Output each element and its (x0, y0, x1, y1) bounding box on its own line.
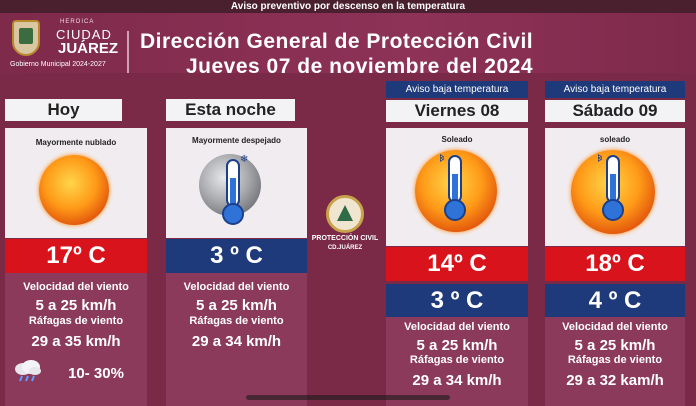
proteccion-civil-logo: PROTECCIÓN CIVIL CD.JUÁREZ (310, 195, 380, 257)
gust-label: Ráfagas de viento (409, 354, 505, 366)
wind-value: 5 a 25 km/h (416, 337, 498, 354)
day-panel: soleado ❄ (545, 128, 685, 246)
gust-value: 29 a 32 kam/h (566, 372, 664, 389)
sun-icon (39, 155, 109, 225)
day-panel: Mayormente nublado (5, 128, 147, 238)
condition-label: Soleado (441, 135, 473, 144)
tab-sabado: Sábado 09 (545, 100, 685, 122)
tab-hoy: Hoy (5, 99, 122, 121)
thermometer-icon: ❄ (218, 152, 248, 228)
gust-value: 29 a 34 km/h (191, 333, 282, 350)
wind-label: Velocidad del viento (404, 321, 510, 333)
pc-logo-line2: CD.JUÁREZ (327, 245, 363, 251)
rain-probability: 10- 30% (68, 365, 124, 382)
wind-info: Velocidad del viento 5 a 25 km/h Ráfagas… (386, 317, 528, 406)
night-panel: Mayormente despejado ❄ (166, 128, 307, 238)
wind-label: Velocidad del viento (562, 321, 668, 333)
proteccion-civil-badge-icon (326, 195, 364, 233)
logo-heroica: HEROICA (60, 19, 95, 25)
temperature-high: 14º C (386, 247, 528, 281)
svg-text:❄: ❄ (598, 152, 603, 165)
wind-info: Velocidad del viento 5 a 25 km/h Ráfagas… (545, 317, 685, 406)
logo-gobierno: Gobierno Municipal 2024-2027 (10, 61, 106, 68)
temperature-high: 18º C (545, 247, 685, 281)
svg-text:❄: ❄ (440, 152, 445, 165)
gust-label: Ráfagas de viento (189, 315, 284, 327)
wind-value: 5 a 25 km/h (196, 297, 277, 314)
wind-info: Velocidad del viento 5 a 25 km/h Ráfagas… (166, 273, 307, 406)
ciudad-juarez-logo: HEROICA CIUDAD JUÁREZ Gobierno Municipal… (6, 16, 126, 72)
logo-juarez: JUÁREZ (58, 40, 119, 57)
forecast-area: Hoy Mayormente nublado 17º C Velocidad d… (0, 73, 696, 406)
wind-label: Velocidad del viento (23, 281, 129, 293)
logo-ciudad: CIUDAD (56, 27, 112, 42)
pc-logo-line1: PROTECCIÓN CIVIL (311, 235, 379, 242)
wind-info: Velocidad del viento 5 a 25 km/h Ráfagas… (5, 273, 147, 406)
page-title: Dirección General de Protección Civil (140, 30, 534, 53)
aviso-badge: Aviso baja temperatura (386, 81, 528, 98)
tab-esta-noche: Esta noche (166, 99, 295, 121)
aviso-badge: Aviso baja temperatura (545, 81, 685, 98)
temperature-low: 3 º C (386, 284, 528, 317)
svg-text:❄: ❄ (240, 154, 248, 165)
thermometer-icon: ❄ (594, 148, 628, 224)
thermometer-icon: ❄ (436, 148, 470, 224)
header-divider (127, 31, 129, 79)
page-date: Jueves 07 de noviembre del 2024 (186, 55, 534, 78)
wind-value: 5 a 25 km/h (35, 297, 117, 314)
gust-label: Ráfagas de viento (567, 354, 663, 366)
scrollbar[interactable] (246, 395, 450, 400)
wind-label: Velocidad del viento (183, 281, 290, 293)
gust-label: Ráfagas de viento (28, 315, 124, 327)
condition-label: soleado (599, 135, 631, 144)
day-panel: Soleado ❄ (386, 128, 528, 246)
coat-of-arms-icon (12, 20, 40, 56)
wind-value: 5 a 25 km/h (574, 337, 656, 354)
gust-value: 29 a 34 km/h (412, 372, 502, 389)
rain-cloud-icon (13, 359, 43, 385)
temperature-low: 4 º C (545, 284, 685, 317)
header: HEROICA CIUDAD JUÁREZ Gobierno Municipal… (0, 13, 696, 79)
condition-label: Mayormente nublado (35, 138, 117, 147)
temperature-high: 17º C (5, 239, 147, 273)
tab-viernes: Viernes 08 (386, 100, 528, 122)
condition-label: Mayormente despejado (192, 136, 281, 145)
gust-value: 29 a 35 km/h (31, 333, 121, 350)
top-banner: Aviso preventivo por descenso en la temp… (0, 0, 696, 13)
temperature-low: 3 º C (166, 239, 307, 273)
